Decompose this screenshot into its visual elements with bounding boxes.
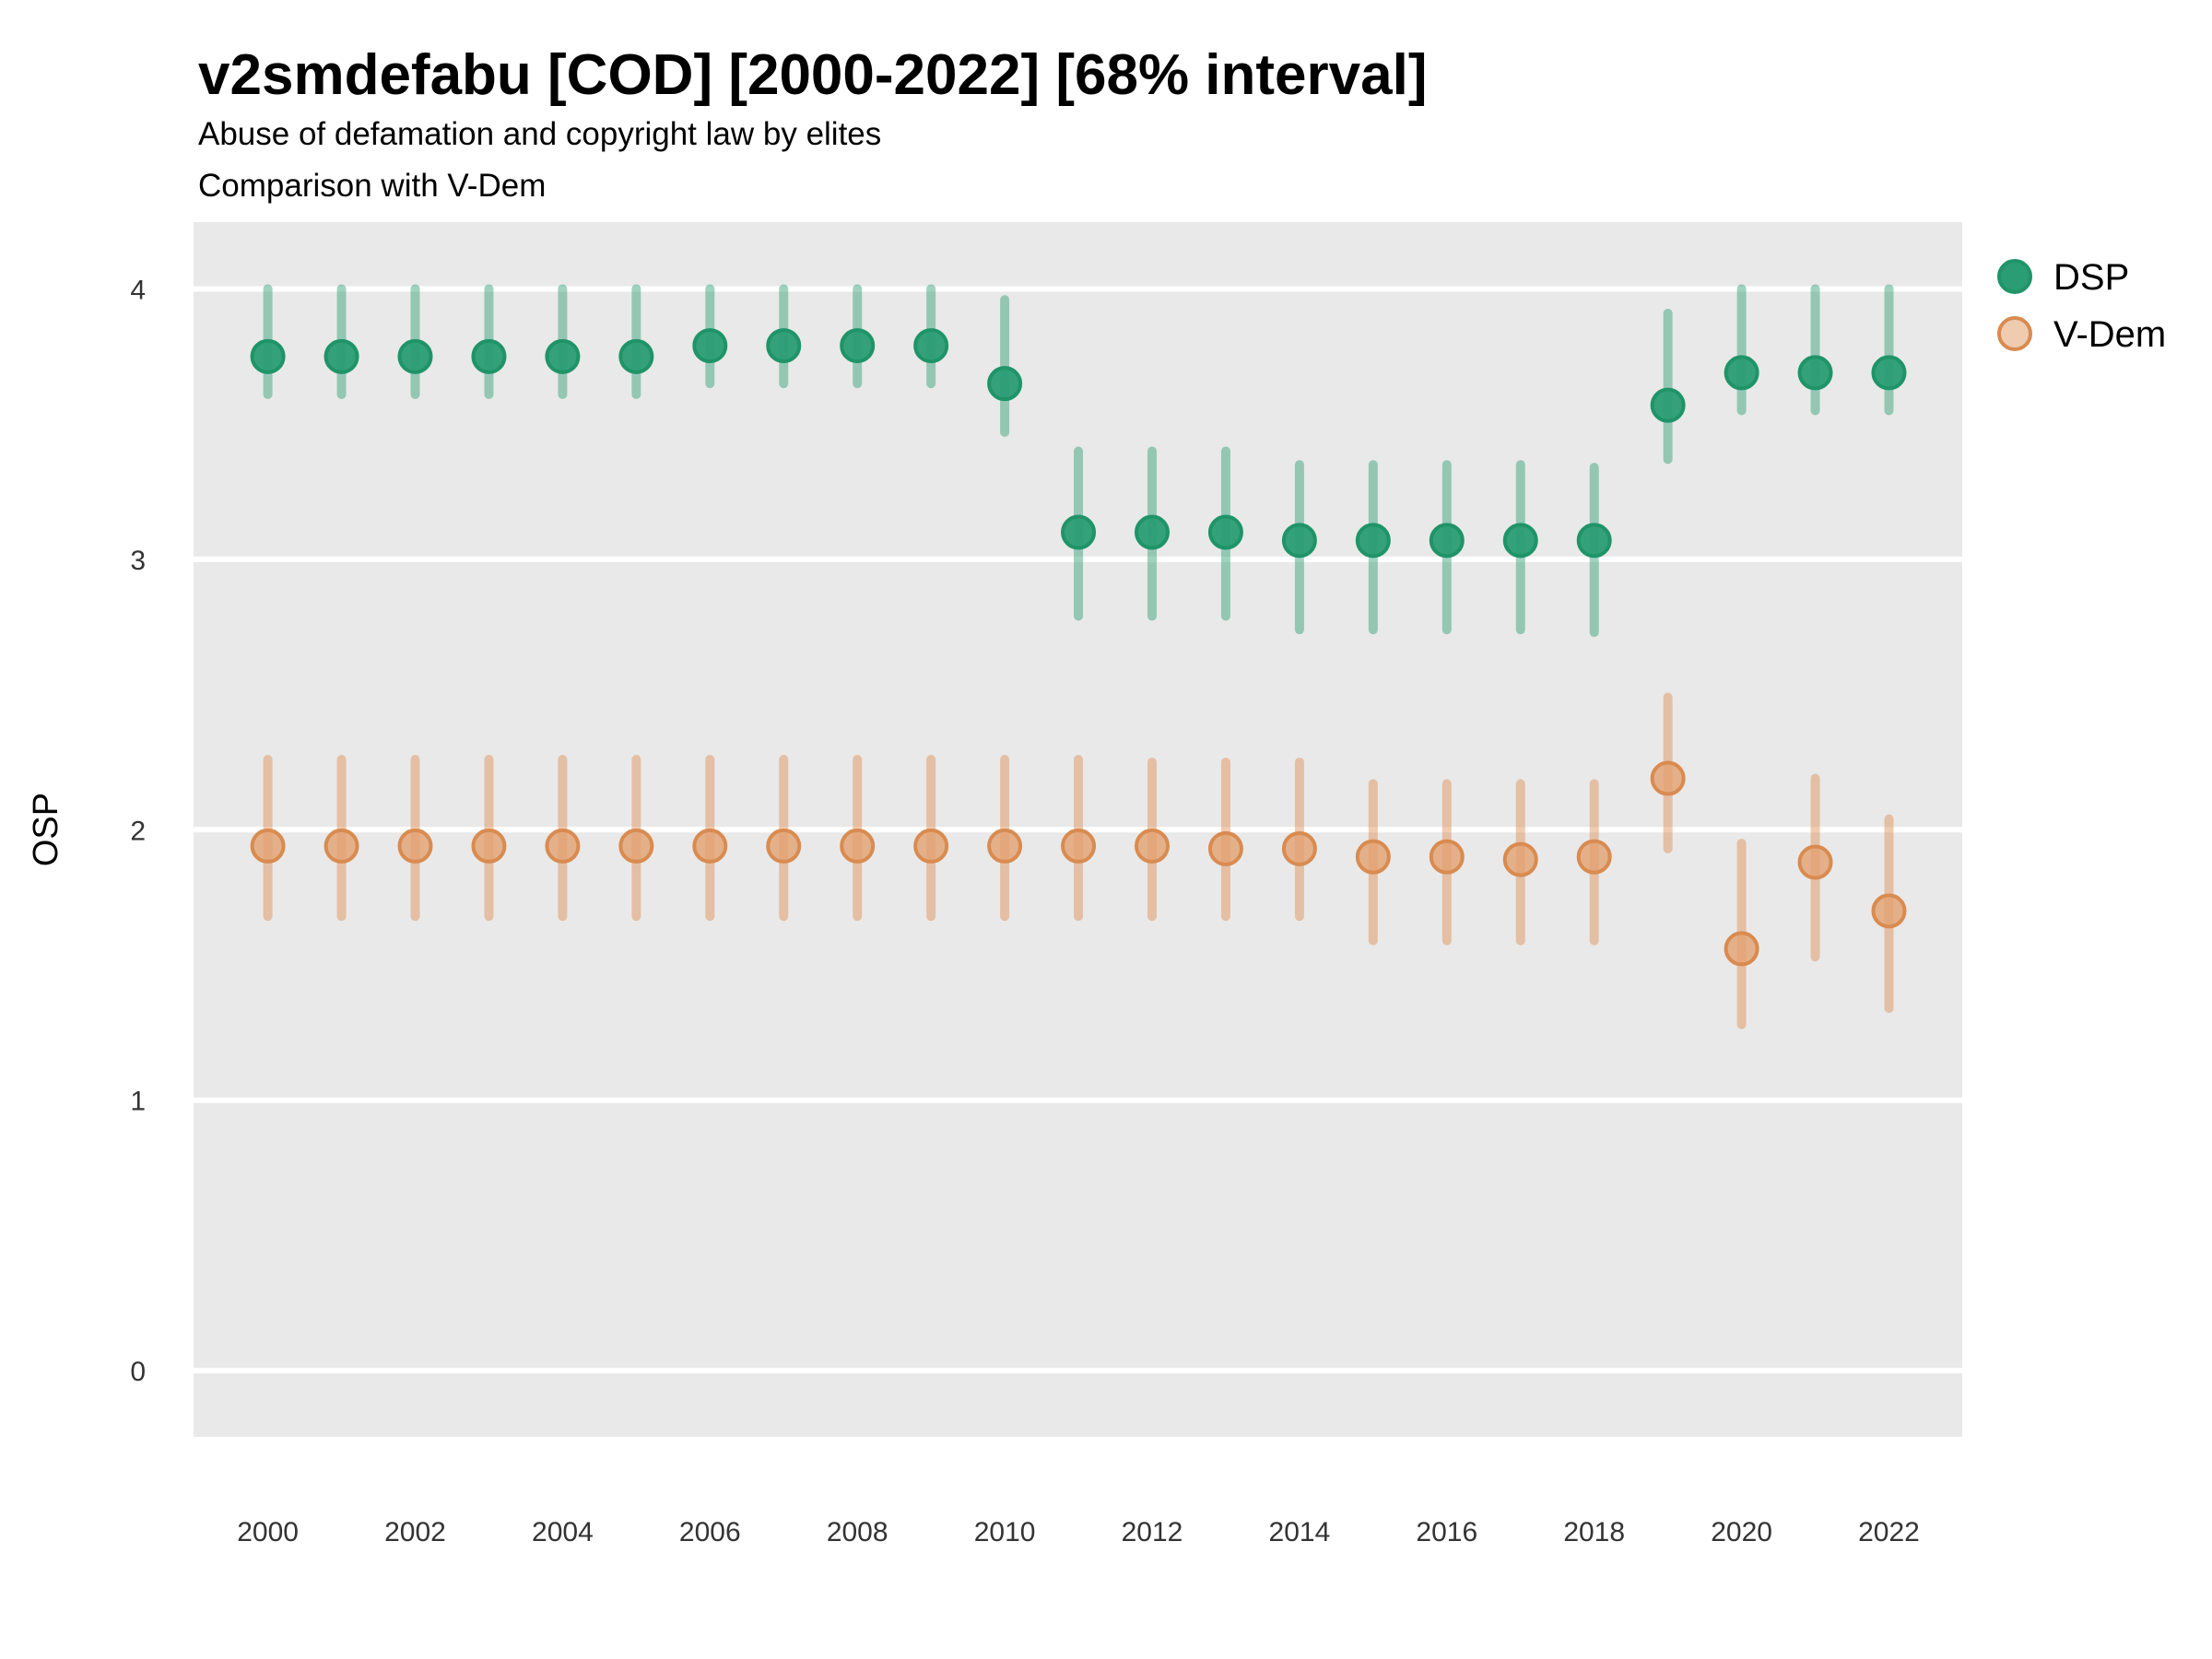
data-point-V-Dem-2014 [1281,830,1317,866]
data-point-V-Dem-2017 [1502,841,1538,877]
data-point-DSP-2013 [1207,514,1243,550]
data-point-V-Dem-2010 [987,828,1023,864]
data-point-DSP-2000 [250,338,286,374]
x-tick-2016: 2016 [1416,1517,1477,1547]
y-tick-1: 1 [130,1087,146,1117]
series-V-Dem [250,692,1907,1030]
x-tick-2002: 2002 [384,1517,446,1547]
chart-title: v2smdefabu [COD] [2000-2022] [68% interv… [198,43,1427,107]
x-tick-2010: 2010 [974,1517,1036,1547]
data-point-V-Dem-2009 [913,828,949,864]
data-point-V-Dem-2005 [618,828,654,864]
data-point-V-Dem-2006 [692,828,728,864]
data-point-V-Dem-2015 [1355,839,1391,875]
x-tick-2006: 2006 [679,1517,741,1547]
data-point-V-Dem-2008 [840,828,876,864]
data-point-DSP-2019 [1650,387,1686,423]
data-point-DSP-2007 [766,328,802,364]
data-point-DSP-2009 [913,328,949,364]
y-tick-3: 3 [130,546,146,576]
x-tick-2008: 2008 [827,1517,888,1547]
chart-subtitle-line2: Comparison with V-Dem [198,168,546,204]
data-point-DSP-2015 [1355,523,1391,559]
data-point-V-Dem-2011 [1061,828,1097,864]
x-tick-2022: 2022 [1858,1517,1920,1547]
data-point-V-Dem-2020 [1724,931,1759,967]
chart-subtitle-line1: Abuse of defamation and copyright law by… [198,116,881,152]
data-point-V-Dem-2021 [1797,844,1833,880]
data-point-V-Dem-2018 [1576,839,1612,875]
data-point-DSP-2011 [1061,514,1097,550]
data-point-DSP-2016 [1429,523,1465,559]
legend-swatch-dsp [1997,259,2032,294]
data-point-V-Dem-2012 [1135,828,1170,864]
data-point-DSP-2003 [471,338,507,374]
legend-swatch-vdem [1997,316,2032,351]
data-point-DSP-2002 [397,338,433,374]
data-point-DSP-2020 [1724,355,1759,391]
series-layer [250,284,1907,1030]
data-point-DSP-2005 [618,338,654,374]
data-point-DSP-2022 [1871,355,1907,391]
x-tick-2018: 2018 [1563,1517,1625,1547]
x-tick-2000: 2000 [237,1517,299,1547]
x-tick-2014: 2014 [1269,1517,1331,1547]
data-point-V-Dem-2003 [471,828,507,864]
data-point-V-Dem-2004 [545,828,581,864]
legend-label-vdem: V-Dem [2053,314,2166,355]
data-point-V-Dem-2002 [397,828,433,864]
data-point-V-Dem-2019 [1650,760,1686,796]
data-point-V-Dem-2016 [1429,839,1465,875]
x-tick-2004: 2004 [532,1517,594,1547]
data-point-DSP-2001 [324,338,359,374]
data-point-DSP-2014 [1281,523,1317,559]
data-point-V-Dem-2000 [250,828,286,864]
data-point-DSP-2017 [1502,523,1538,559]
y-tick-0: 0 [130,1357,146,1387]
legend: DSP V-Dem [1997,257,2166,355]
data-point-DSP-2006 [692,328,728,364]
data-point-DSP-2008 [840,328,876,364]
data-point-DSP-2021 [1797,355,1833,391]
y-tick-4: 4 [130,275,146,305]
data-point-V-Dem-2013 [1207,830,1243,866]
legend-label-dsp: DSP [2053,257,2129,298]
y-tick-2: 2 [130,816,146,846]
data-point-DSP-2010 [987,366,1023,402]
y-axis-title: OSP [27,793,65,866]
series-DSP [250,284,1907,638]
x-tick-2020: 2020 [1711,1517,1772,1547]
x-tick-2012: 2012 [1122,1517,1183,1547]
data-point-V-Dem-2007 [766,828,802,864]
data-point-DSP-2004 [545,338,581,374]
y-axis-tick-labels: 0 1 2 3 4 [130,275,146,1387]
data-point-V-Dem-2001 [324,828,359,864]
data-point-DSP-2018 [1576,523,1612,559]
data-point-DSP-2012 [1135,514,1170,550]
x-axis-tick-labels: 2000 2002 2004 2006 2008 2010 2012 2014 2016 2018… [237,1517,1920,1547]
data-point-V-Dem-2022 [1871,893,1907,929]
